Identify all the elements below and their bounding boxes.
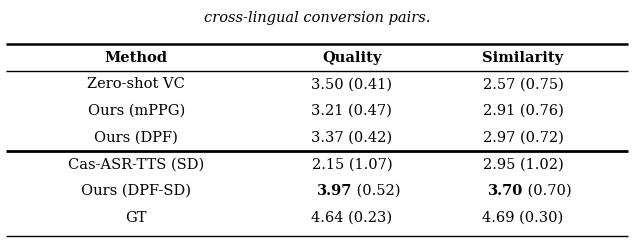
Text: Ours (mPPG): Ours (mPPG) [87, 104, 185, 118]
Text: (0.52): (0.52) [352, 184, 400, 198]
Text: Ours (DPF): Ours (DPF) [94, 131, 178, 145]
Text: 3.97: 3.97 [316, 184, 352, 198]
Text: Quality: Quality [322, 51, 382, 65]
Text: cross-lingual conversion pairs.: cross-lingual conversion pairs. [204, 11, 430, 25]
Text: 2.95 (1.02): 2.95 (1.02) [482, 157, 564, 171]
Text: 2.97 (0.72): 2.97 (0.72) [482, 131, 564, 145]
Text: Cas-ASR-TTS (SD): Cas-ASR-TTS (SD) [68, 157, 204, 171]
Text: 2.57 (0.75): 2.57 (0.75) [482, 77, 564, 91]
Text: Zero-shot VC: Zero-shot VC [87, 77, 185, 91]
Text: 4.69 (0.30): 4.69 (0.30) [482, 211, 564, 225]
Text: 3.50 (0.41): 3.50 (0.41) [311, 77, 392, 91]
Text: Method: Method [105, 51, 168, 65]
Text: Ours (DPF-SD): Ours (DPF-SD) [81, 184, 191, 198]
Text: 3.21 (0.47): 3.21 (0.47) [311, 104, 392, 118]
Text: 2.15 (1.07): 2.15 (1.07) [311, 157, 392, 171]
Text: 3.37 (0.42): 3.37 (0.42) [311, 131, 392, 145]
Text: GT: GT [126, 211, 147, 225]
Text: (0.70): (0.70) [523, 184, 572, 198]
Text: 2.91 (0.76): 2.91 (0.76) [482, 104, 564, 118]
Text: 4.64 (0.23): 4.64 (0.23) [311, 211, 392, 225]
Text: 3.70: 3.70 [488, 184, 523, 198]
Text: Similarity: Similarity [482, 51, 564, 65]
